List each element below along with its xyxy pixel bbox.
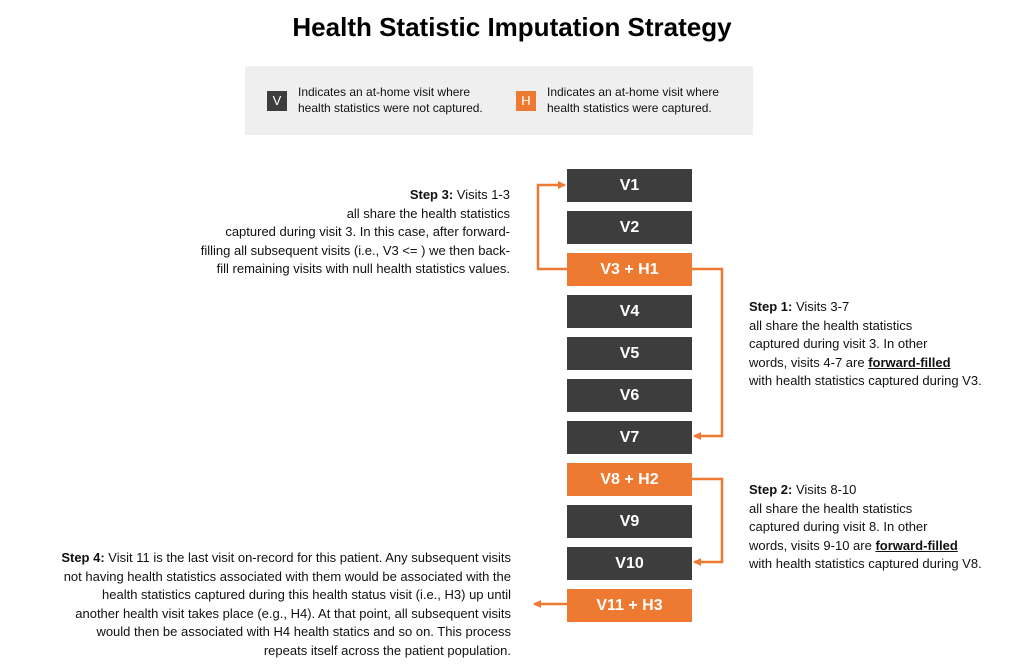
backfill-arrow (536, 181, 567, 271)
forward-fill-arrow-1 (692, 267, 724, 440)
visit-box: V8 + H2 (567, 463, 692, 496)
forward-fill-arrow-2 (692, 477, 724, 566)
visit-box: V6 (567, 379, 692, 412)
step1-text: Step 1: Visits 3-7 all share the health … (749, 299, 982, 388)
visit-box: V1 (567, 169, 692, 202)
visit-legend-text: Indicates an at-home visit where health … (298, 85, 483, 115)
step2-text: Step 2: Visits 8-10 all share the health… (749, 482, 982, 571)
page-title: Health Statistic Imputation Strategy (292, 12, 732, 42)
health-legend-badge: H (516, 91, 536, 111)
visit-box: V11 + H3 (567, 589, 692, 622)
step4-text: Step 4: Visit 11 is the last visit on-re… (61, 550, 511, 658)
visit-box: V3 + H1 (567, 253, 692, 286)
visit-box: V9 (567, 505, 692, 538)
health-legend-text: Indicates an at-home visit where health … (547, 85, 720, 115)
visit-legend-badge: V (267, 91, 287, 111)
visit-box: V4 (567, 295, 692, 328)
visit-box: V10 (567, 547, 692, 580)
visit-box: V5 (567, 337, 692, 370)
step3-text: Step 3: Visits 1-3 all share the health … (200, 187, 510, 276)
visit-box: V7 (567, 421, 692, 454)
visit-box: V2 (567, 211, 692, 244)
legend: V Indicates an at-home visit where healt… (245, 66, 753, 135)
